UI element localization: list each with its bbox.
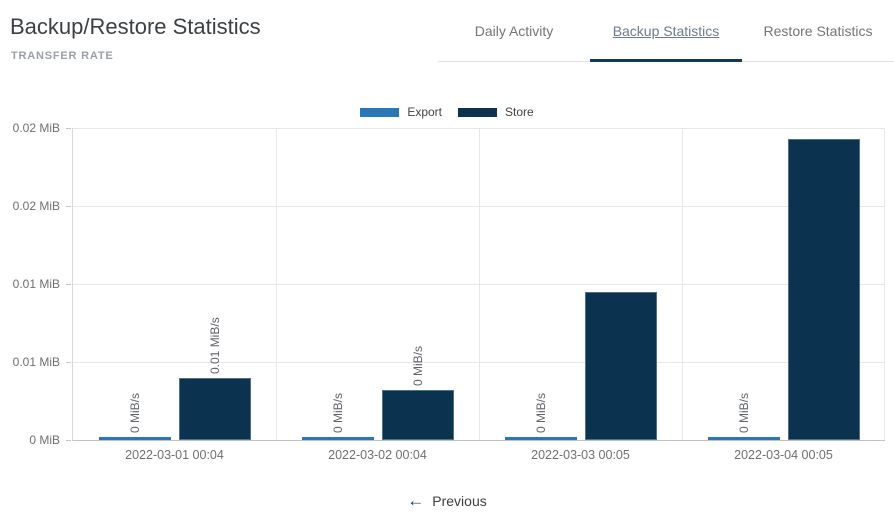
bar-value-label: 0.01 MiB/s	[208, 317, 222, 374]
plot-area: 0 MiB/s 0.01 MiB/s 2022-03-01 00:04 0 MiB/s…	[72, 128, 885, 462]
y-axis-tick-mark	[66, 206, 71, 207]
y-axis-tick-mark	[66, 284, 71, 285]
y-axis-tick-label: 0.01 MiB	[12, 277, 60, 291]
legend-item-export: Export	[360, 105, 442, 119]
tab-label: Restore Statistics	[763, 22, 873, 39]
y-axis-tick-mark	[66, 128, 71, 129]
y-axis-tick-label: 0.02 MiB	[12, 199, 60, 213]
bar-export-2022-03-03 00:05[interactable]	[505, 437, 577, 440]
vertical-gridline	[682, 128, 683, 440]
tab-restore-statistics[interactable]: Restore Statistics	[742, 0, 894, 61]
page-title: Backup/Restore Statistics	[10, 14, 261, 39]
bar-value-label: 0 MiB/s	[331, 392, 345, 433]
tab-bar: Daily Activity Backup Statistics Restore…	[438, 0, 894, 62]
bar-store-2022-03-04 00:05[interactable]	[788, 139, 860, 440]
bar-export-2022-03-02 00:04[interactable]	[302, 437, 374, 440]
bar-store-2022-03-03 00:05[interactable]	[585, 292, 657, 440]
vertical-gridline	[276, 128, 277, 440]
x-axis-category-label: 2022-03-02 00:04	[328, 448, 427, 462]
previous-label: Previous	[432, 492, 487, 509]
x-axis-category-label: 2022-03-04 00:05	[734, 448, 833, 462]
legend-label: Export	[407, 105, 442, 119]
bar-value-label: 0 MiB/s	[128, 392, 142, 433]
legend-item-store: Store	[458, 105, 534, 119]
bar-export-2022-03-04 00:05[interactable]	[708, 437, 780, 440]
legend-label: Store	[505, 105, 534, 119]
tab-label: Daily Activity	[474, 22, 554, 39]
tab-daily-activity[interactable]: Daily Activity	[438, 0, 590, 61]
bar-value-label: 0 MiB/s	[534, 392, 548, 433]
bar-export-2022-03-01 00:04[interactable]	[99, 437, 171, 440]
bar-value-label: 0 MiB/s	[411, 345, 425, 386]
export-legend-swatch-icon	[360, 107, 400, 117]
y-axis-tick-mark	[66, 362, 71, 363]
store-legend-swatch-icon	[458, 107, 497, 117]
bar-store-2022-03-01 00:04[interactable]	[179, 378, 251, 440]
y-axis-tick-label: 0.02 MiB	[12, 121, 60, 135]
chart-section-title: TRANSFER RATE	[11, 50, 114, 62]
tab-backup-statistics[interactable]: Backup Statistics	[590, 0, 742, 62]
y-axis-tick-label: 0 MiB	[29, 433, 60, 447]
vertical-gridline	[479, 128, 480, 440]
x-axis-category-label: 2022-03-01 00:04	[125, 448, 224, 462]
x-axis-category-label: 2022-03-03 00:05	[531, 448, 630, 462]
chart-legend: Export Store	[0, 105, 894, 119]
y-axis-tick-label: 0.01 MiB	[12, 355, 60, 369]
previous-page-link[interactable]: ← Previous	[0, 492, 894, 509]
vertical-gridline	[884, 128, 885, 440]
y-axis: 0 MiB 0.01 MiB 0.01 MiB 0.02 MiB 0.02 MiB	[0, 121, 71, 447]
tab-label: Backup Statistics	[612, 22, 720, 39]
bar-value-label: 0 MiB/s	[737, 392, 751, 433]
previous-arrow-icon: ←	[407, 491, 425, 510]
y-axis-tick-mark	[66, 440, 71, 441]
bar-store-2022-03-02 00:04[interactable]	[382, 390, 454, 440]
